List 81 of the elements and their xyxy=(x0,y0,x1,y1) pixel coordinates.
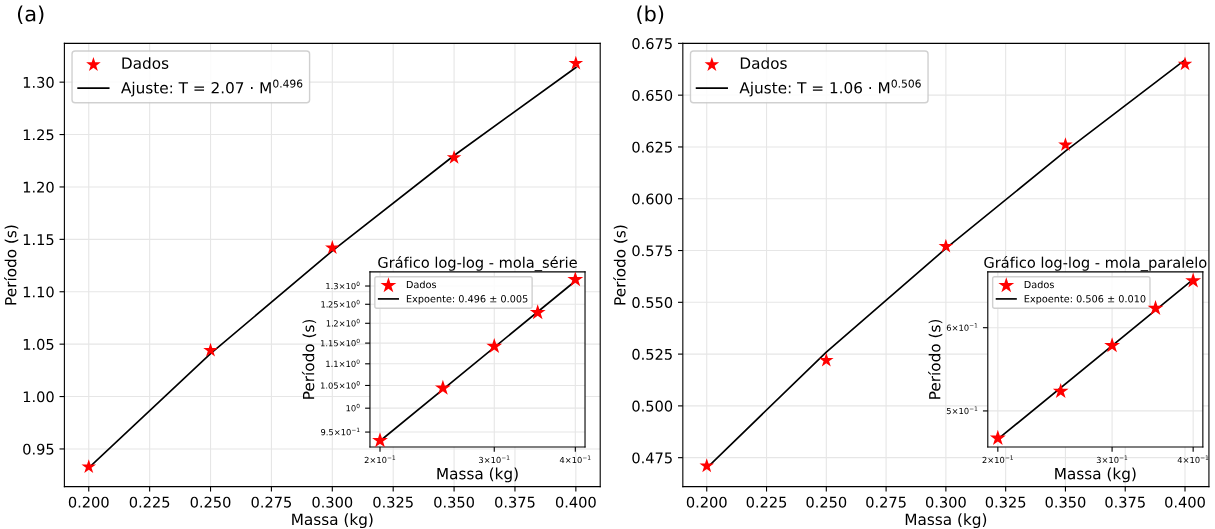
legend-label: Dados xyxy=(1024,280,1054,289)
y-axis-title: Período (s) xyxy=(613,225,628,305)
legend-label: Dados xyxy=(406,280,437,289)
x-tick-label: 0.200 xyxy=(686,496,727,508)
point xyxy=(699,458,715,473)
x-tick-label: 0.350 xyxy=(1045,496,1086,508)
point xyxy=(568,55,584,70)
y-axis-title: Período (s) xyxy=(301,319,317,399)
y-tick-label: 1.25×10$^{0}$ xyxy=(321,299,360,308)
y-tick-label: 0.575 xyxy=(632,245,672,257)
legend-label: Expoente: 0.496 ± 0.005 xyxy=(406,295,528,305)
point xyxy=(446,149,462,164)
x-tick-label: 4×10$^{−1}$ xyxy=(1177,455,1209,464)
y-tick-label: 0.650 xyxy=(632,89,673,101)
y-tick-label: 1.2×10$^{0}$ xyxy=(326,318,360,327)
x-tick-label: 2×10$^{−1}$ xyxy=(982,455,1013,464)
point xyxy=(325,240,340,254)
y-tick-label: 1.05 xyxy=(23,338,54,350)
y-tick-label: 0.600 xyxy=(632,193,673,205)
x-tick-label: 3×10$^{−1}$ xyxy=(1096,455,1128,464)
y-tick-label: 5×10$^{−1}$ xyxy=(946,406,978,415)
y-tick-label: 6×10$^{−1}$ xyxy=(946,323,978,331)
x-tick-label: 0.300 xyxy=(925,496,966,508)
point xyxy=(1177,56,1193,71)
y-tick-label: 0.525 xyxy=(632,348,672,360)
y-axis-title: Período (s) xyxy=(928,319,943,399)
y-tick-label: 10$^{0}$ xyxy=(346,403,360,412)
x-tick-label: 0.275 xyxy=(866,496,906,508)
y-axis-title: Período (s) xyxy=(4,225,19,305)
y-tick-label: 0.475 xyxy=(632,452,672,464)
legend-label: Dados xyxy=(740,57,787,69)
x-axis-title: Massa (kg) xyxy=(1055,467,1136,483)
x-tick-label: 0.375 xyxy=(495,496,535,508)
x-tick-label: 0.225 xyxy=(129,496,170,508)
x-tick-label: 0.225 xyxy=(746,496,787,508)
legend-label: Ajuste: T = 2.07 · M$^{0.496}$ xyxy=(121,79,303,97)
y-tick-label: 0.95 xyxy=(23,443,54,455)
x-tick-label: 2×10$^{−1}$ xyxy=(364,455,396,464)
x-tick-label: 0.275 xyxy=(251,496,292,508)
x-tick-label: 0.325 xyxy=(985,496,1026,508)
point xyxy=(203,342,218,357)
y-tick-label: 0.550 xyxy=(632,297,673,309)
y-tick-label: 1.20 xyxy=(23,181,54,193)
y-tick-label: 0.500 xyxy=(632,400,673,412)
point xyxy=(938,238,954,253)
chart-title: Gráfico log-log - mola_série xyxy=(378,256,577,272)
x-tick-label: 0.325 xyxy=(373,496,413,508)
x-axis-title: Massa (kg) xyxy=(905,513,987,529)
x-tick-label: 3×10$^{−1}$ xyxy=(478,455,510,464)
point xyxy=(81,459,97,473)
legend-label: Dados xyxy=(122,57,169,69)
y-tick-label: 0.675 xyxy=(632,38,672,50)
point xyxy=(819,352,834,367)
chart-title: Gráfico log-log - mola_paralelo xyxy=(984,256,1207,272)
y-tick-label: 1.3×10$^{0}$ xyxy=(326,281,360,290)
text: (b) xyxy=(637,5,664,25)
x-tick-label: 0.300 xyxy=(312,496,353,508)
x-tick-label: 0.350 xyxy=(434,496,474,508)
y-tick-label: 0.625 xyxy=(632,141,672,153)
x-tick-label: 0.400 xyxy=(555,496,596,508)
legend-label: Ajuste: T = 1.06 · M$^{0.506}$ xyxy=(739,79,921,97)
point xyxy=(1058,137,1073,152)
x-tick-label: 0.375 xyxy=(1105,496,1145,508)
x-tick-label: 0.400 xyxy=(1165,496,1205,508)
y-tick-label: 9.5×10$^{−1}$ xyxy=(321,427,360,436)
text: (a) xyxy=(17,5,44,25)
y-tick-label: 1.1×10$^{0}$ xyxy=(326,359,360,368)
x-tick-label: 0.200 xyxy=(68,496,109,508)
y-tick-label: 1.15 xyxy=(23,234,54,246)
x-axis-title: Massa (kg) xyxy=(292,513,373,529)
x-tick-label: 4×10$^{−1}$ xyxy=(559,455,591,464)
y-tick-label: 1.10 xyxy=(23,286,54,298)
x-tick-label: 0.250 xyxy=(190,496,231,508)
y-tick-label: 1.25 xyxy=(23,129,54,141)
x-tick-label: 0.250 xyxy=(806,496,847,508)
y-tick-label: 1.00 xyxy=(23,391,54,403)
x-axis-title: Massa (kg) xyxy=(437,467,518,483)
y-tick-label: 1.30 xyxy=(23,76,54,88)
y-tick-label: 1.05×10$^{0}$ xyxy=(320,381,360,389)
y-tick-label: 1.15×10$^{0}$ xyxy=(320,338,360,347)
legend-label: Expoente: 0.506 ± 0.010 xyxy=(1024,295,1146,305)
